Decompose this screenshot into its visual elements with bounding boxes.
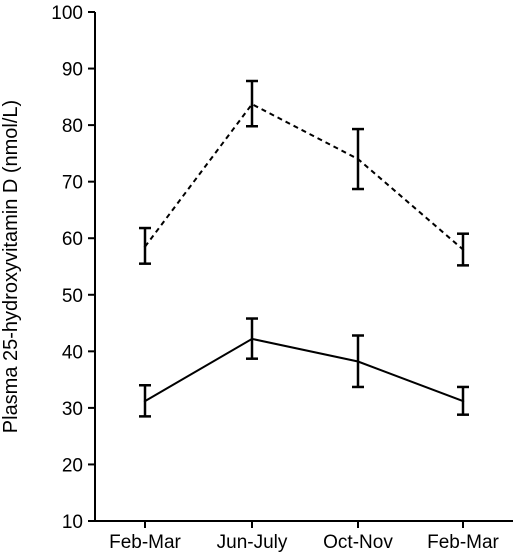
x-tick-label: Feb-Mar [109,532,181,553]
y-tick-label: 40 [62,342,83,363]
y-tick-label: 60 [62,229,83,250]
y-tick-label: 50 [62,286,83,307]
x-tick-label: Oct-Nov [323,532,393,553]
data-point [143,245,147,248]
data-point [356,360,360,363]
y-axis-title-group: Plasma 25-hydroxyvitamin D (nmol/L) [0,100,22,433]
data-point [250,102,254,106]
y-tick-label: 100 [51,3,83,24]
y-tick-label: 10 [62,512,83,533]
series-line [144,337,464,403]
x-tick-label: Jun-July [217,532,288,553]
data-point [356,157,360,161]
data-point [461,399,465,403]
y-tick-label: 20 [62,455,83,476]
series-line [144,102,464,251]
data-point [143,399,147,403]
y-tick-label: 80 [62,116,83,137]
y-tick-label: 70 [62,173,83,194]
y-tick-label: 30 [62,399,83,420]
data-point [461,248,465,251]
y-axis-title: Plasma 25-hydroxyvitamin D (nmol/L) [0,100,22,433]
y-tick-label: 90 [62,60,83,81]
data-point [250,337,254,341]
x-tick-label: Feb-Mar [427,532,499,553]
